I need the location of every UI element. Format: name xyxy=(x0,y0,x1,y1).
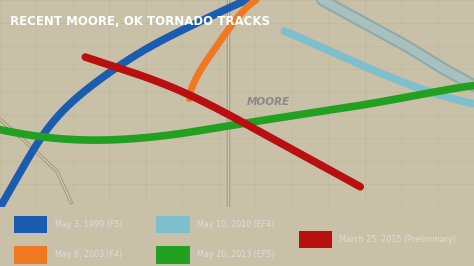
Text: May 3, 1999 (F5): May 3, 1999 (F5) xyxy=(55,220,122,229)
Text: RECENT MOORE, OK TORNADO TRACKS: RECENT MOORE, OK TORNADO TRACKS xyxy=(9,15,270,28)
FancyBboxPatch shape xyxy=(14,216,47,233)
Text: March 25, 2015 (Preliminary): March 25, 2015 (Preliminary) xyxy=(339,235,456,244)
FancyBboxPatch shape xyxy=(156,246,190,264)
Text: May 20, 2013 (EF5): May 20, 2013 (EF5) xyxy=(197,250,274,259)
Text: MOORE: MOORE xyxy=(246,97,290,107)
Text: May 8, 2003 (F4): May 8, 2003 (F4) xyxy=(55,250,122,259)
FancyBboxPatch shape xyxy=(14,246,47,264)
FancyBboxPatch shape xyxy=(299,231,332,248)
Text: May 10, 2010 (EF4): May 10, 2010 (EF4) xyxy=(197,220,274,229)
FancyBboxPatch shape xyxy=(156,216,190,233)
